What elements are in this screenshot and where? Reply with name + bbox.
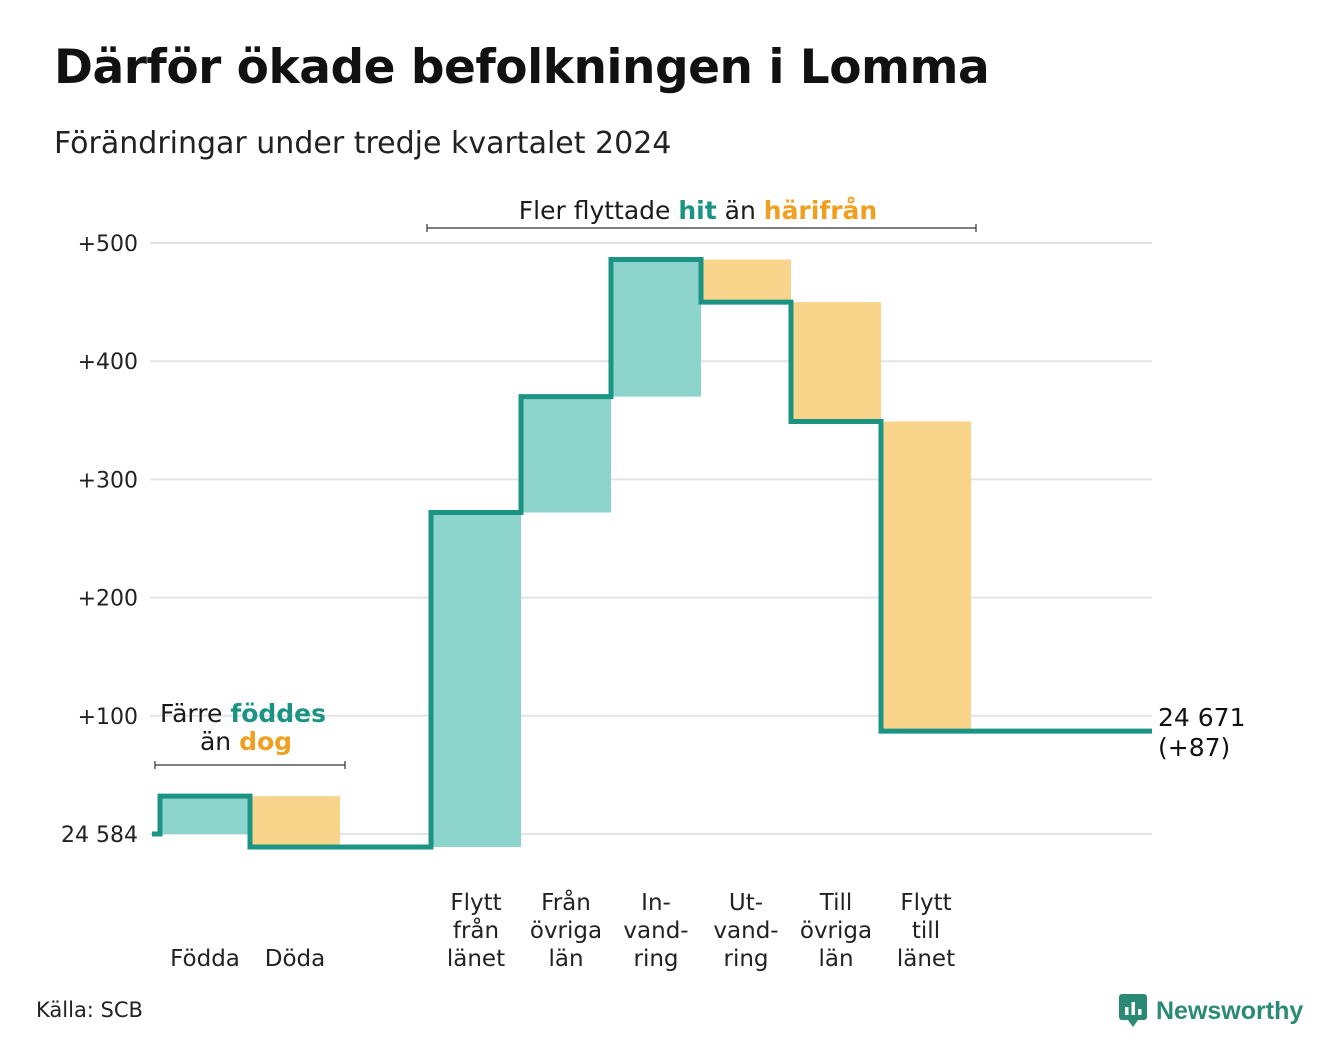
start-value-label: 24 584 <box>61 823 138 848</box>
category-label: från <box>453 916 499 944</box>
source-note: Källa: SCB <box>36 998 143 1022</box>
category-label: länet <box>447 946 505 972</box>
chart-subtitle: Förändringar under tredje kvartalet 2024 <box>54 126 672 161</box>
bar-increase <box>521 396 611 513</box>
category-label: Flytt <box>450 890 501 916</box>
category-label: Födda <box>170 946 240 972</box>
cumulative-step-line <box>152 257 1152 850</box>
annotation-migration-text: Fler flyttade hit än härifrån <box>519 196 877 225</box>
axis-labels: +100 +200 +300 +400 +500 24 584 Födda Döda Flytt… <box>61 232 1245 972</box>
annotation-bracket-left <box>154 761 346 769</box>
bar-decrease <box>701 259 791 303</box>
y-tick-label: +400 <box>78 350 138 375</box>
category-label: Ut- <box>729 890 763 916</box>
category-label: länet <box>897 946 955 972</box>
y-tick-label: +500 <box>78 232 138 257</box>
category-label: In- <box>641 890 671 916</box>
waterfall-bars <box>160 259 971 848</box>
bar-increase <box>160 796 250 834</box>
bar-increase <box>431 512 521 848</box>
category-label: ring <box>723 946 768 972</box>
chart-title: Därför ökade befolkningen i Lomma <box>54 40 990 95</box>
category-label: vand- <box>713 918 778 944</box>
bar-decrease <box>881 421 971 732</box>
category-label: ring <box>633 946 678 972</box>
y-tick-label: +300 <box>78 468 138 493</box>
category-label: Flytt <box>900 890 951 916</box>
newsworthy-logo-icon <box>1119 994 1147 1027</box>
bar-decrease <box>250 796 340 848</box>
category-label: län <box>548 946 583 972</box>
y-tick-label: +100 <box>78 705 138 730</box>
category-label: vand- <box>623 918 688 944</box>
category-label: övriga <box>800 918 872 944</box>
category-label: Från <box>541 888 591 916</box>
bar-decrease <box>791 302 881 422</box>
annotation-births-line1: Färre föddes <box>160 699 326 728</box>
brand-name: Newsworthy <box>1156 996 1304 1025</box>
category-label: län <box>818 946 853 972</box>
category-label: Till <box>819 890 853 916</box>
bar-increase <box>611 259 701 397</box>
brand-logo: Newsworthy <box>1118 993 1303 1029</box>
category-label: övriga <box>530 918 602 944</box>
category-label: till <box>912 918 940 944</box>
cumulative-line <box>152 257 1152 850</box>
y-tick-label: +200 <box>78 587 138 612</box>
end-value-label: 24 671 <box>1158 703 1245 732</box>
category-label: Döda <box>265 946 325 972</box>
annotation-births-line2: än dog <box>200 727 292 756</box>
annotation-migration: Fler flyttade hit än härifrån <box>426 196 977 232</box>
annotation-births-deaths: Färre föddes än dog <box>154 699 346 769</box>
end-change-label: (+87) <box>1158 733 1230 762</box>
annotation-bracket-top <box>426 224 977 232</box>
